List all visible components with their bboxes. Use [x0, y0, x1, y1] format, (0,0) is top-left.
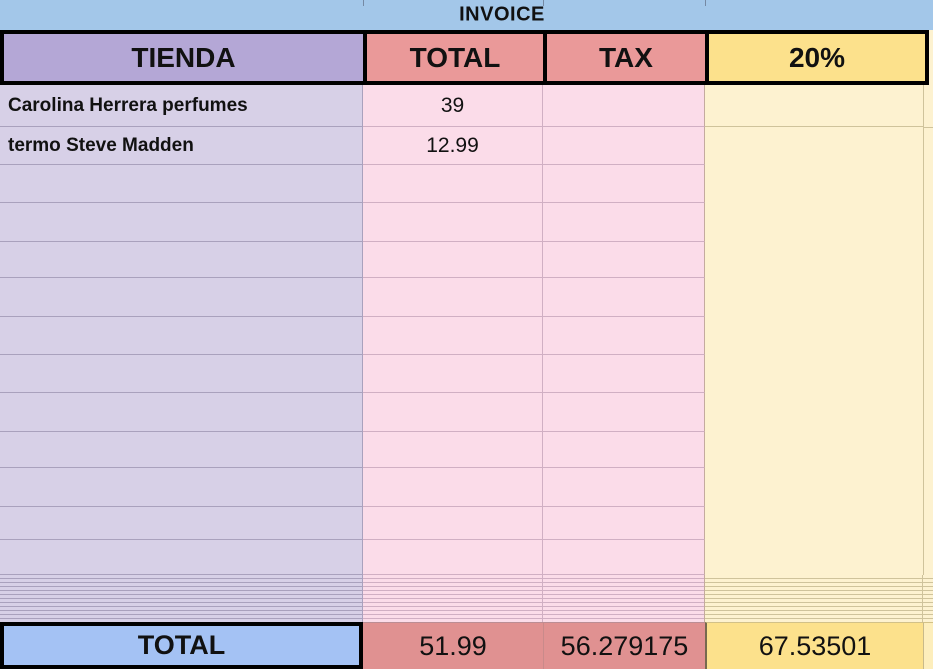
- cell-pct[interactable]: [705, 540, 923, 575]
- collapsed-rows-edge: [923, 575, 933, 622]
- cell-pct[interactable]: [705, 393, 923, 432]
- cell-tax[interactable]: [543, 203, 705, 242]
- totals-edge-cell[interactable]: [923, 622, 933, 669]
- cell-total[interactable]: 12.99: [363, 127, 543, 165]
- cell-total[interactable]: [363, 393, 543, 432]
- cell-pct[interactable]: [705, 278, 923, 317]
- cell-tienda[interactable]: [0, 278, 363, 317]
- cell-tax[interactable]: [543, 242, 705, 278]
- cell-tax[interactable]: [543, 127, 705, 165]
- table-row: [0, 203, 923, 242]
- totals-pct-cell[interactable]: 67.53501: [705, 622, 923, 669]
- table-body: Carolina Herrera perfumes 39 termo Steve M…: [0, 85, 923, 575]
- cell-total[interactable]: [363, 540, 543, 575]
- invoice-title: INVOICE: [459, 3, 545, 26]
- cell-tienda[interactable]: [0, 393, 363, 432]
- cell-tax[interactable]: [543, 393, 705, 432]
- cell-pct[interactable]: [705, 507, 923, 540]
- cell-tienda[interactable]: [0, 317, 363, 355]
- collapsed-rows-tienda: [0, 575, 363, 622]
- cell-tax[interactable]: [543, 540, 705, 575]
- cell-total[interactable]: [363, 242, 543, 278]
- cell-tax[interactable]: [543, 507, 705, 540]
- cell-pct[interactable]: [705, 432, 923, 468]
- cell-tax[interactable]: [543, 278, 705, 317]
- table-header-row: TIENDA TOTAL TAX 20%: [0, 30, 929, 85]
- cell-pct[interactable]: [705, 203, 923, 242]
- cell-tienda[interactable]: [0, 242, 363, 278]
- table-row: [0, 242, 923, 278]
- cell-total[interactable]: [363, 165, 543, 203]
- cell-tax[interactable]: [543, 85, 705, 127]
- cell-tienda[interactable]: [0, 203, 363, 242]
- cell-pct[interactable]: [705, 127, 923, 165]
- cell-tienda[interactable]: [0, 468, 363, 507]
- cell-pct[interactable]: [705, 355, 923, 393]
- cell-tax[interactable]: [543, 355, 705, 393]
- table-row: [0, 432, 923, 468]
- cell-pct[interactable]: [705, 85, 923, 127]
- collapsed-rows-band: [0, 575, 933, 622]
- cell-tax[interactable]: [543, 468, 705, 507]
- table-row: [0, 540, 923, 575]
- table-row: [0, 507, 923, 540]
- totals-row: TOTAL 51.99 56.279175 67.53501: [0, 622, 933, 669]
- header-cell-tax[interactable]: TAX: [543, 34, 705, 81]
- table-row: [0, 317, 923, 355]
- cell-total[interactable]: [363, 432, 543, 468]
- cell-pct[interactable]: [705, 165, 923, 203]
- cell-tienda[interactable]: termo Steve Madden: [0, 127, 363, 165]
- collapsed-rows-total: [363, 575, 543, 622]
- table-row: [0, 278, 923, 317]
- cell-tienda[interactable]: [0, 355, 363, 393]
- partial-next-column[interactable]: [923, 30, 933, 622]
- cell-total[interactable]: [363, 317, 543, 355]
- table-row: Carolina Herrera perfumes 39: [0, 85, 923, 127]
- cell-total[interactable]: [363, 355, 543, 393]
- cell-total[interactable]: [363, 203, 543, 242]
- column-gridline-tick: [363, 0, 364, 6]
- header-cell-tienda[interactable]: TIENDA: [4, 34, 363, 81]
- totals-total-cell[interactable]: 51.99: [363, 622, 543, 669]
- totals-tax-cell[interactable]: 56.279175: [543, 622, 705, 669]
- cell-tienda[interactable]: [0, 165, 363, 203]
- header-cell-total[interactable]: TOTAL: [363, 34, 543, 81]
- collapsed-rows-tax: [543, 575, 705, 622]
- table-row: [0, 393, 923, 432]
- cell-total[interactable]: [363, 468, 543, 507]
- table-row: [0, 355, 923, 393]
- cell-tax[interactable]: [543, 317, 705, 355]
- cell-total[interactable]: 39: [363, 85, 543, 127]
- cell-pct[interactable]: [705, 317, 923, 355]
- cell-pct[interactable]: [705, 242, 923, 278]
- collapsed-rows-pct: [705, 575, 923, 622]
- column-gridline-tick: [543, 0, 544, 6]
- cell-total[interactable]: [363, 507, 543, 540]
- cell-total[interactable]: [363, 278, 543, 317]
- gridline: [924, 127, 933, 128]
- totals-label-cell[interactable]: TOTAL: [0, 622, 363, 669]
- table-row: [0, 468, 923, 507]
- invoice-title-cell[interactable]: INVOICE: [0, 0, 933, 30]
- cell-tax[interactable]: [543, 432, 705, 468]
- cell-tienda[interactable]: [0, 507, 363, 540]
- table-row: termo Steve Madden 12.99: [0, 127, 923, 165]
- cell-tienda[interactable]: [0, 432, 363, 468]
- table-row: [0, 165, 923, 203]
- header-cell-pct[interactable]: 20%: [705, 34, 925, 81]
- cell-tax[interactable]: [543, 165, 705, 203]
- column-gridline-tick: [705, 0, 706, 6]
- cell-tienda[interactable]: Carolina Herrera perfumes: [0, 85, 363, 127]
- cell-tienda[interactable]: [0, 540, 363, 575]
- cell-pct[interactable]: [705, 468, 923, 507]
